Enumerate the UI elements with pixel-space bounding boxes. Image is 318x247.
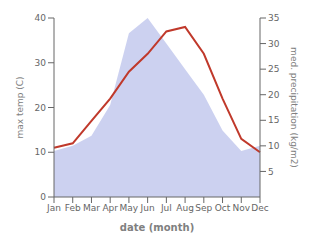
svg-text:40: 40	[35, 13, 47, 23]
svg-text:Jan: Jan	[46, 203, 61, 213]
svg-text:Apr: Apr	[102, 203, 118, 213]
svg-text:20: 20	[35, 103, 47, 113]
svg-text:Sep: Sep	[195, 203, 212, 213]
svg-text:25: 25	[268, 64, 279, 74]
svg-text:0: 0	[40, 192, 46, 202]
svg-text:Oct: Oct	[215, 203, 231, 213]
svg-text:5: 5	[268, 167, 274, 177]
svg-text:20: 20	[268, 90, 280, 100]
svg-text:date (month): date (month)	[120, 222, 194, 233]
svg-text:max temp (C): max temp (C)	[15, 76, 25, 138]
svg-text:10: 10	[35, 147, 47, 157]
svg-text:Jun: Jun	[140, 203, 155, 213]
svg-text:Nov: Nov	[232, 203, 250, 213]
svg-text:May: May	[120, 203, 139, 213]
svg-text:Mar: Mar	[83, 203, 100, 213]
svg-text:30: 30	[35, 58, 47, 68]
svg-text:Jul: Jul	[160, 203, 172, 213]
svg-text:15: 15	[268, 115, 279, 125]
svg-text:10: 10	[268, 141, 280, 151]
svg-text:med. precipitation (kg/m2): med. precipitation (kg/m2)	[289, 47, 299, 168]
svg-text:30: 30	[268, 39, 280, 49]
svg-text:Dec: Dec	[251, 203, 268, 213]
svg-text:Feb: Feb	[65, 203, 81, 213]
svg-text:Aug: Aug	[176, 203, 194, 213]
svg-text:35: 35	[268, 13, 279, 23]
